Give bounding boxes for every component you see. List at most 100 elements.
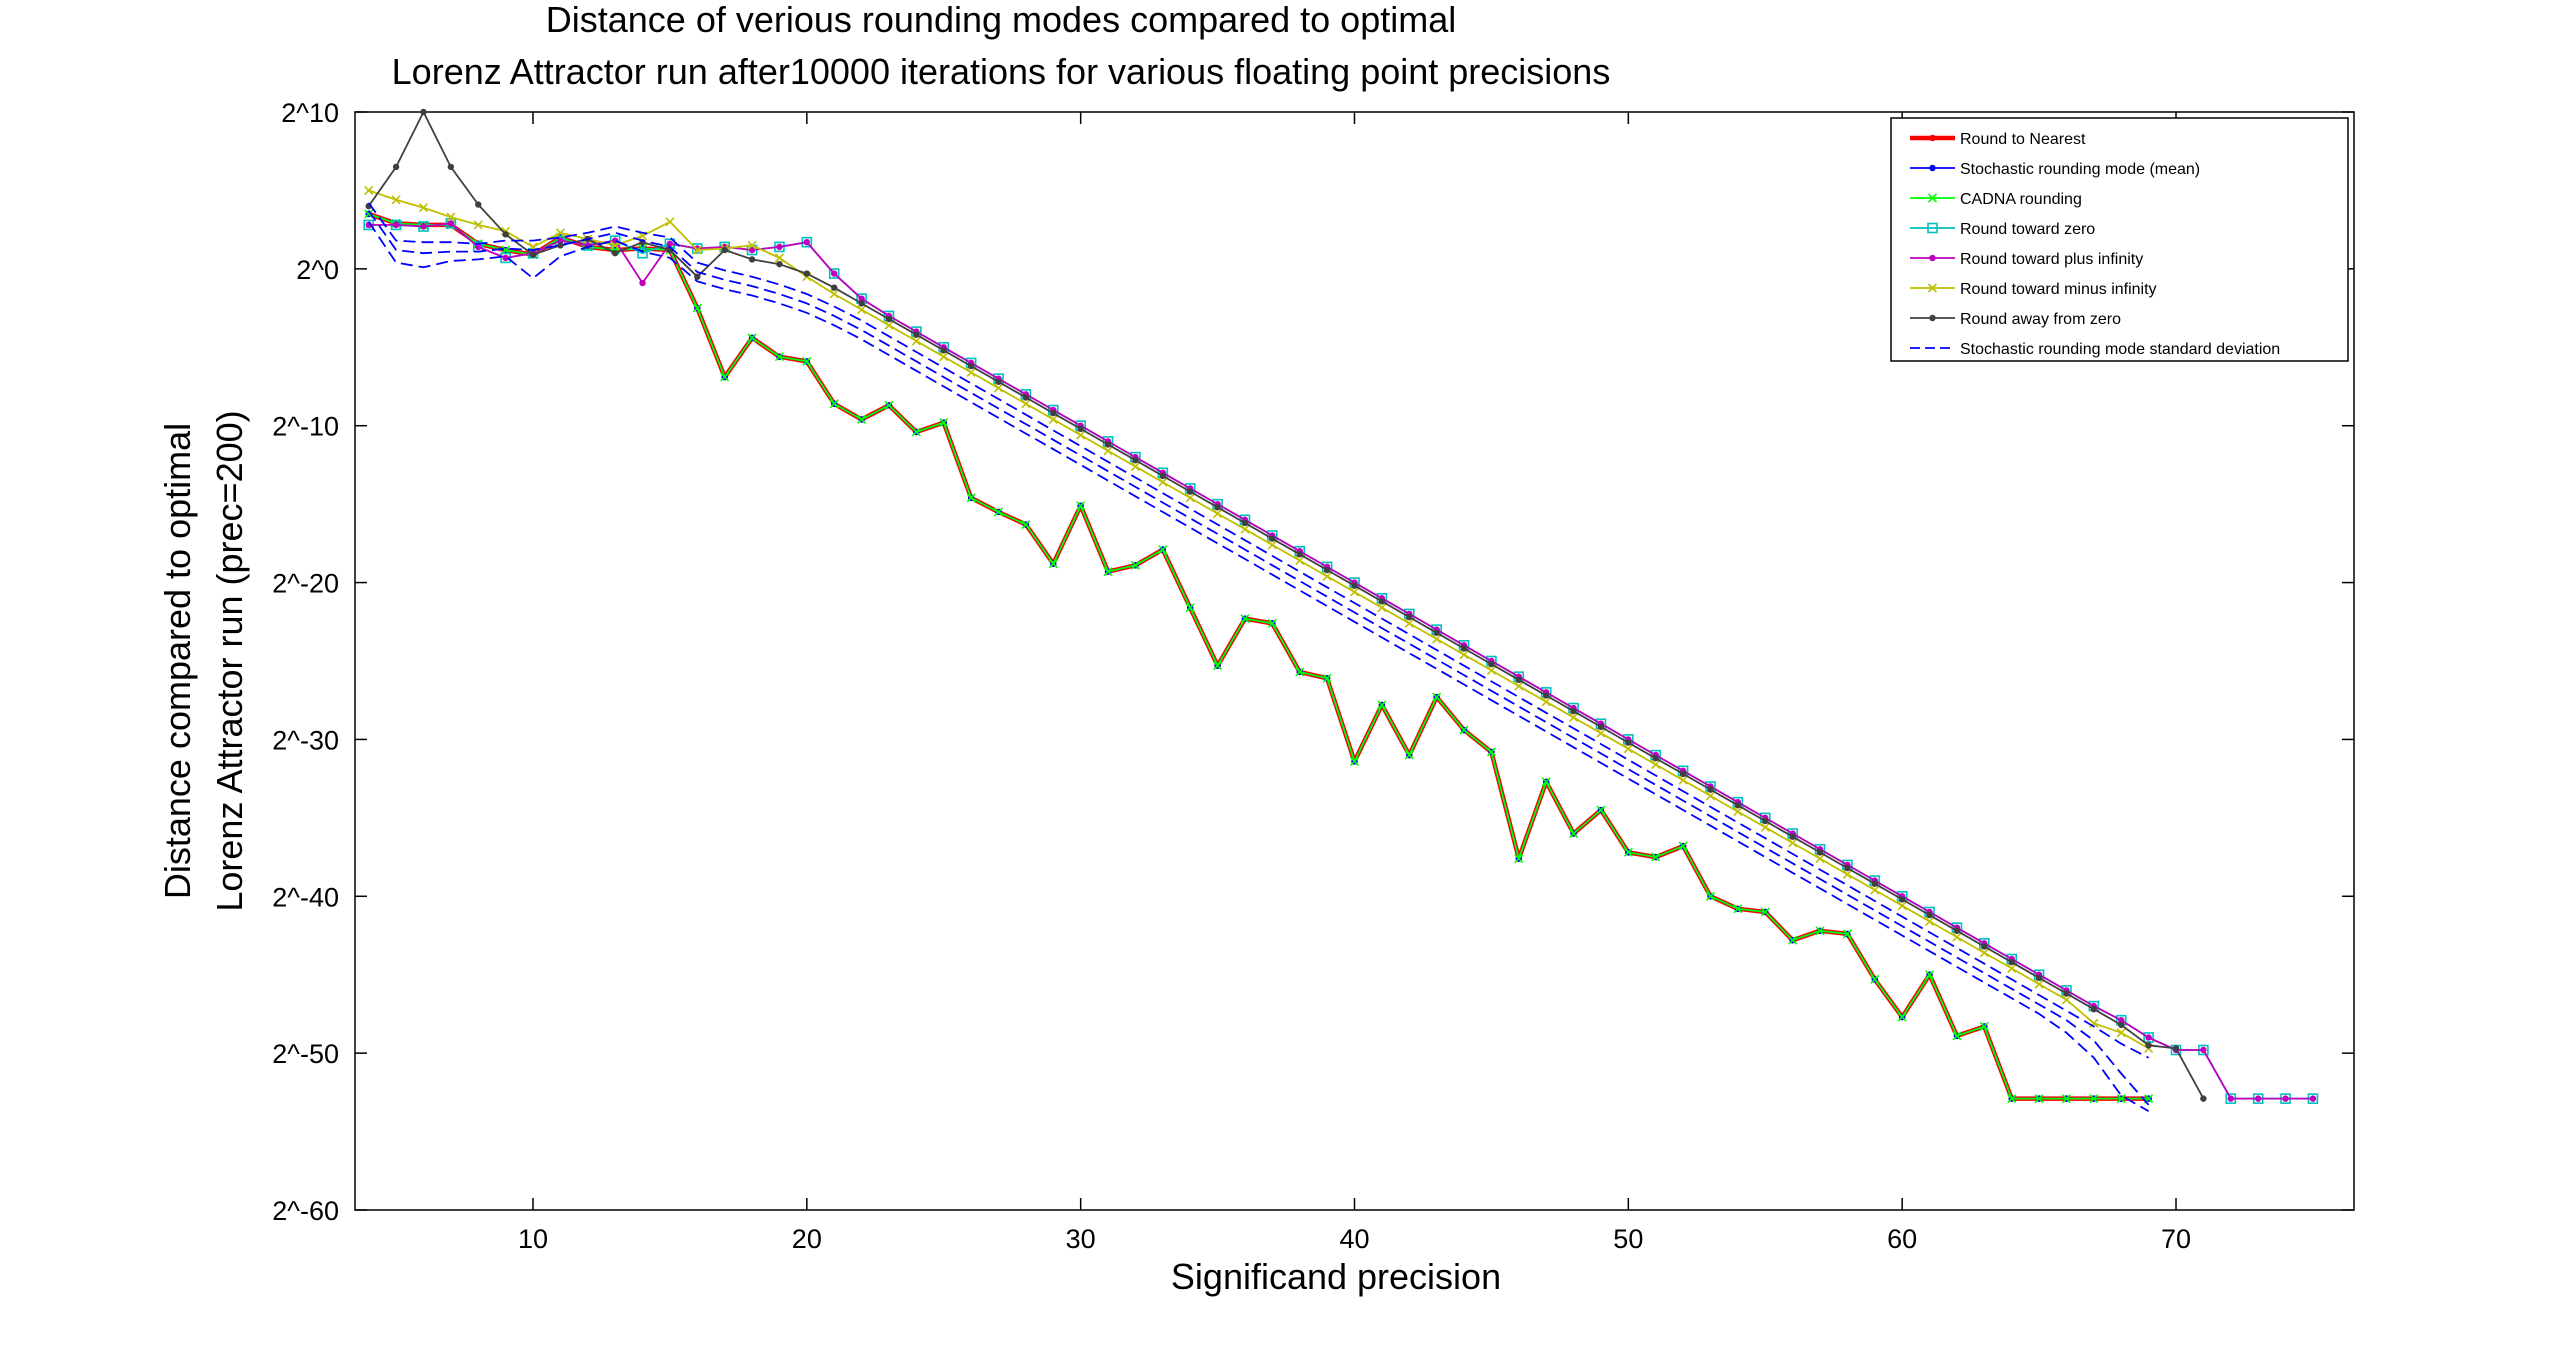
series-point-2	[1486, 747, 1496, 757]
x-axis-ticks: 10 20 30 40 50 60 70	[518, 112, 2191, 1254]
series-point-5	[446, 212, 456, 222]
legend-label-0: Round to Nearest	[1960, 131, 2086, 148]
series-point-6	[1433, 629, 1440, 636]
series-point-2	[1295, 667, 1305, 677]
series-point-6	[885, 315, 893, 323]
series-point-6	[721, 246, 728, 254]
series-point-5	[1623, 744, 1633, 754]
series-point-6	[1625, 739, 1632, 746]
series-point-6	[1707, 786, 1714, 793]
series-point-5	[1514, 681, 1524, 691]
series-point-2	[1788, 935, 1798, 945]
series-point-5	[473, 220, 483, 230]
series-point-5	[1596, 728, 1606, 738]
series-point-5	[857, 305, 867, 315]
series-point-4	[831, 270, 838, 277]
series-point-6	[1132, 457, 1139, 464]
series-point-4	[2254, 1095, 2262, 1102]
series-point-6	[1214, 504, 1221, 511]
series-point-6	[1159, 472, 1167, 480]
series-point-5	[2116, 1028, 2126, 1038]
series-point-2	[1021, 519, 1031, 530]
series-point-4	[2227, 1095, 2234, 1102]
series-point-6	[967, 362, 975, 370]
series-point-2	[720, 372, 730, 382]
series-point-6	[1570, 707, 1577, 715]
series-point-5	[1678, 775, 1688, 785]
series-point-3	[2143, 1032, 2154, 1043]
series-point-5	[939, 352, 949, 362]
legend-marker-1	[1929, 164, 1936, 172]
legend-box	[1890, 117, 2349, 362]
series-line-7-0	[367, 202, 2150, 1059]
series-point-5	[364, 185, 374, 195]
series-point-5	[1349, 587, 1360, 597]
series-point-2	[1760, 907, 1770, 917]
series-point-2	[829, 399, 839, 409]
series-point-6	[1953, 927, 1961, 934]
series-point-3	[637, 247, 648, 259]
series-point-2	[939, 418, 949, 428]
series-point-6	[1406, 613, 1413, 621]
series-point-6	[1898, 896, 1906, 903]
series-point-4	[502, 254, 509, 262]
series-point-6	[529, 251, 537, 258]
x-tick-label: 50	[1613, 1224, 1643, 1254]
series-point-2	[1130, 560, 1140, 570]
series-point-5	[1979, 948, 1989, 958]
series-point-2	[1048, 559, 1058, 569]
series-point-5	[1541, 697, 1551, 707]
legend-label-3: Round toward zero	[1960, 221, 2095, 238]
series-point-4	[666, 240, 674, 247]
legend-marker-5	[1927, 283, 1938, 293]
series-point-6	[858, 300, 865, 307]
series-point-5	[555, 228, 565, 238]
series-point-6	[1816, 849, 1824, 856]
series-point-5	[993, 383, 1004, 393]
series-point-2	[1569, 828, 1579, 839]
series-point-6	[1022, 394, 1030, 401]
series-point-5	[1021, 399, 1031, 409]
series-point-5	[1952, 932, 1962, 942]
series-point-2	[1158, 545, 1168, 555]
series-point-6	[1762, 817, 1769, 825]
x-tick-label: 40	[1339, 1224, 1369, 1254]
series-point-5	[1733, 807, 1743, 817]
series-point-6	[776, 260, 783, 268]
series-point-2	[1924, 970, 1935, 980]
plot-series	[363, 108, 2319, 1112]
series-point-6	[1515, 676, 1523, 684]
series-point-2	[774, 352, 785, 362]
series-point-5	[1048, 414, 1058, 425]
series-point-6	[1734, 802, 1742, 809]
series-point-4	[2309, 1095, 2317, 1102]
series-point-6	[1050, 409, 1057, 417]
series-point-4	[2118, 1017, 2125, 1024]
series-point-2	[2061, 1094, 2072, 1104]
series-point-2	[1349, 756, 1360, 766]
series-point-5	[1651, 759, 1661, 770]
series-point-2	[1240, 614, 1250, 624]
series-point-6	[1652, 755, 1659, 762]
series-point-6	[1597, 723, 1605, 731]
series-point-4	[420, 223, 427, 230]
series-point-5	[1486, 665, 1496, 675]
series-point-5	[1240, 524, 1250, 534]
series-point-6	[2118, 1021, 2125, 1029]
series-point-2	[993, 507, 1004, 517]
series-point-2	[1623, 847, 1633, 857]
series-point-4	[557, 237, 564, 244]
series-point-6	[1296, 551, 1303, 558]
series-point-6	[2172, 1045, 2180, 1052]
series-point-2	[911, 427, 921, 437]
series-point-6	[1241, 519, 1249, 527]
series-point-6	[611, 249, 619, 257]
series-point-3	[828, 268, 840, 279]
legend-label-2: CADNA rounding	[1960, 191, 2082, 208]
series-point-6	[803, 270, 811, 277]
series-point-2	[857, 414, 867, 425]
x-tick-label: 10	[518, 1224, 548, 1254]
series-point-2	[802, 356, 812, 366]
series-point-2	[2034, 1094, 2044, 1104]
series-point-2	[692, 303, 702, 313]
